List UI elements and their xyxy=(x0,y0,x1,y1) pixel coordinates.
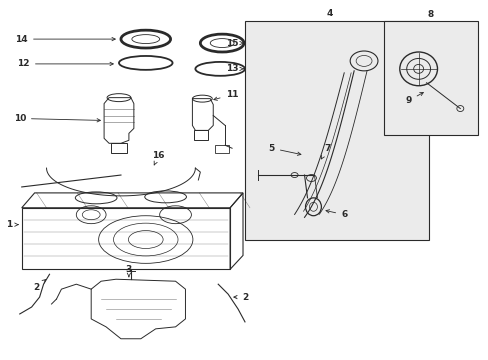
Text: 3: 3 xyxy=(125,265,132,277)
Text: 16: 16 xyxy=(152,151,164,165)
Text: 9: 9 xyxy=(405,93,423,105)
Text: 12: 12 xyxy=(18,59,113,68)
Text: 2: 2 xyxy=(233,293,247,302)
Bar xyxy=(194,130,208,140)
Text: 11: 11 xyxy=(213,90,238,100)
Text: 14: 14 xyxy=(16,35,115,44)
Text: 7: 7 xyxy=(321,144,330,159)
Bar xyxy=(244,21,427,239)
Text: 8: 8 xyxy=(427,10,433,19)
Text: 10: 10 xyxy=(14,114,100,123)
Text: 6: 6 xyxy=(325,210,346,219)
Text: 13: 13 xyxy=(225,64,243,73)
Bar xyxy=(383,21,477,135)
Text: 5: 5 xyxy=(268,144,300,156)
Text: 1: 1 xyxy=(6,220,18,229)
Text: 4: 4 xyxy=(325,9,332,18)
Bar xyxy=(111,143,127,153)
Bar xyxy=(215,145,229,153)
Text: 2: 2 xyxy=(33,280,45,292)
Text: 15: 15 xyxy=(225,39,243,48)
